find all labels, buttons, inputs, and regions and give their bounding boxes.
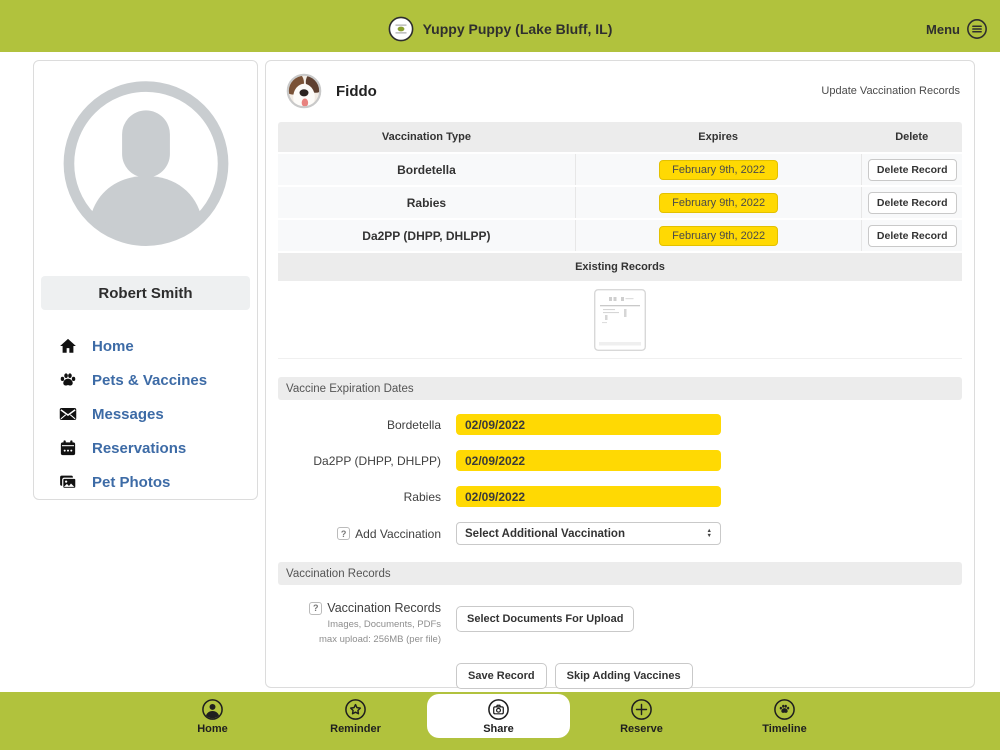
table-row: Rabies February 9th, 2022 Delete Record bbox=[278, 185, 962, 218]
sidebar-item-pet-photos[interactable]: Pet Photos bbox=[59, 465, 257, 499]
bottom-tab-label: Share bbox=[483, 722, 514, 735]
upload-row: ? Vaccination Records Images, Documents,… bbox=[278, 601, 962, 647]
expires-date-button[interactable]: February 9th, 2022 bbox=[659, 159, 779, 180]
user-name: Robert Smith bbox=[41, 276, 250, 310]
pet-name: Fiddo bbox=[336, 82, 377, 100]
field-label: Bordetella bbox=[386, 417, 441, 432]
table-row: Bordetella February 9th, 2022 Delete Rec… bbox=[278, 152, 962, 185]
logo-icon bbox=[388, 16, 413, 42]
table-row: Da2PP (DHPP, DHLPP) February 9th, 2022 D… bbox=[278, 218, 962, 251]
bottom-tab-label: Reminder bbox=[330, 722, 381, 735]
sidebar-item-label: Pet Photos bbox=[92, 473, 171, 491]
paw-icon bbox=[60, 373, 76, 386]
field-label: Da2PP (DHPP, DHLPP) bbox=[313, 453, 441, 468]
select-arrows-icon: ▲ ▼ bbox=[706, 527, 712, 539]
add-vaccination-select[interactable]: Select Additional Vaccination ▲ ▼ bbox=[456, 522, 721, 545]
pet-header: Fiddo Update Vaccination Records bbox=[278, 73, 962, 109]
sidebar-item-messages[interactable]: Messages bbox=[59, 397, 257, 431]
menu-icon bbox=[967, 19, 987, 39]
bottom-tab-label: Reserve bbox=[620, 722, 663, 735]
home-icon bbox=[60, 338, 76, 353]
form-row-bordetella: Bordetella bbox=[278, 414, 962, 435]
vaccination-table: Vaccination Type Expires Delete Bordetel… bbox=[278, 122, 962, 359]
skip-adding-vaccines-button[interactable]: Skip Adding Vaccines bbox=[554, 663, 693, 690]
sidebar-nav: Home Pets & Vaccines Messages bbox=[34, 329, 257, 499]
menu-label: Menu bbox=[926, 21, 960, 37]
sidebar-item-label: Reservations bbox=[92, 439, 187, 457]
plus-circle-icon bbox=[631, 698, 652, 720]
form-row-add-vaccination: ? Add Vaccination Select Additional Vacc… bbox=[278, 522, 962, 545]
bottom-tab-reminder[interactable]: Reminder bbox=[284, 694, 427, 738]
expires-date-button[interactable]: February 9th, 2022 bbox=[659, 225, 779, 246]
paw-circle-icon bbox=[774, 698, 795, 720]
help-icon[interactable]: ? bbox=[309, 601, 323, 615]
form-row-da2pp: Da2PP (DHPP, DHLPP) bbox=[278, 450, 962, 471]
calendar-icon bbox=[60, 440, 76, 456]
pet-avatar bbox=[286, 73, 322, 109]
photos-icon bbox=[60, 475, 77, 489]
avatar-placeholder-icon bbox=[63, 81, 228, 246]
envelope-icon bbox=[59, 408, 77, 420]
upload-label-block: ? Vaccination Records Images, Documents,… bbox=[278, 601, 441, 647]
existing-records-header: Existing Records bbox=[278, 253, 962, 281]
vaccine-type: Bordetella bbox=[397, 162, 456, 177]
save-record-button[interactable]: Save Record bbox=[456, 663, 547, 690]
top-bar: Yuppy Puppy (Lake Bluff, IL) Menu bbox=[0, 0, 1000, 52]
add-vaccination-label: Add Vaccination bbox=[355, 526, 441, 541]
sidebar-item-reservations[interactable]: Reservations bbox=[59, 431, 257, 465]
delete-record-button[interactable]: Delete Record bbox=[867, 191, 957, 214]
column-header-type: Vaccination Type bbox=[381, 131, 471, 143]
form-row-rabies: Rabies bbox=[278, 486, 962, 507]
bottom-tab-reserve[interactable]: Reserve bbox=[570, 694, 713, 738]
existing-records-row bbox=[278, 281, 962, 359]
expires-date-button[interactable]: February 9th, 2022 bbox=[659, 192, 779, 213]
camera-circle-icon bbox=[488, 698, 509, 720]
bottom-tab-share[interactable]: Share bbox=[427, 694, 570, 738]
section-vaccine-expiration: Vaccine Expiration Dates bbox=[278, 377, 962, 400]
vaccine-type: Da2PP (DHPP, DHLPP) bbox=[362, 228, 491, 243]
help-icon[interactable]: ? bbox=[337, 527, 351, 540]
update-vaccination-heading: Update Vaccination Records bbox=[821, 85, 960, 97]
table-header-row: Vaccination Type Expires Delete bbox=[278, 122, 962, 152]
delete-record-button[interactable]: Delete Record bbox=[867, 224, 957, 247]
menu-button[interactable]: Menu bbox=[926, 0, 988, 52]
bottom-tab-label: Home bbox=[197, 722, 228, 735]
column-header-delete: Delete bbox=[895, 131, 929, 143]
bottom-tab-label: Timeline bbox=[762, 722, 807, 735]
sidebar-item-pets-vaccines[interactable]: Pets & Vaccines bbox=[59, 363, 257, 397]
sidebar: Robert Smith Home Pets & Vaccines bbox=[33, 60, 258, 500]
bottom-tab-home[interactable]: Home bbox=[141, 694, 284, 738]
action-row: Save Record Skip Adding Vaccines bbox=[456, 663, 962, 690]
sidebar-item-label: Home bbox=[92, 337, 134, 355]
app-header: Yuppy Puppy (Lake Bluff, IL) bbox=[0, 0, 1000, 52]
da2pp-date-input[interactable] bbox=[456, 450, 721, 471]
document-thumbnail[interactable] bbox=[594, 288, 646, 351]
column-header-expires: Expires bbox=[698, 131, 739, 143]
sidebar-item-label: Pets & Vaccines bbox=[92, 371, 208, 389]
person-circle-icon bbox=[202, 698, 223, 720]
field-label: Rabies bbox=[403, 489, 441, 504]
upload-hint: Images, Documents, PDFs max upload: 256M… bbox=[319, 619, 441, 645]
rabies-date-input[interactable] bbox=[456, 486, 721, 507]
sidebar-item-label: Messages bbox=[92, 405, 164, 423]
vaccine-type: Rabies bbox=[406, 195, 447, 210]
app-title: Yuppy Puppy (Lake Bluff, IL) bbox=[422, 21, 613, 37]
select-documents-button[interactable]: Select Documents For Upload bbox=[456, 606, 635, 632]
main-panel: Fiddo Update Vaccination Records Vaccina… bbox=[265, 60, 975, 690]
bottom-tab-timeline[interactable]: Timeline bbox=[713, 694, 856, 738]
star-circle-icon bbox=[345, 698, 366, 720]
bottom-nav: Home Reminder Share Reserve bbox=[141, 694, 856, 738]
delete-record-button[interactable]: Delete Record bbox=[867, 158, 957, 181]
select-value: Select Additional Vaccination bbox=[465, 527, 625, 540]
upload-label: Vaccination Records bbox=[327, 601, 441, 615]
sidebar-item-home[interactable]: Home bbox=[59, 329, 257, 363]
bordetella-date-input[interactable] bbox=[456, 414, 721, 435]
section-vaccination-records: Vaccination Records bbox=[278, 562, 962, 585]
bottom-bar: Home Reminder Share Reserve bbox=[0, 692, 1000, 750]
